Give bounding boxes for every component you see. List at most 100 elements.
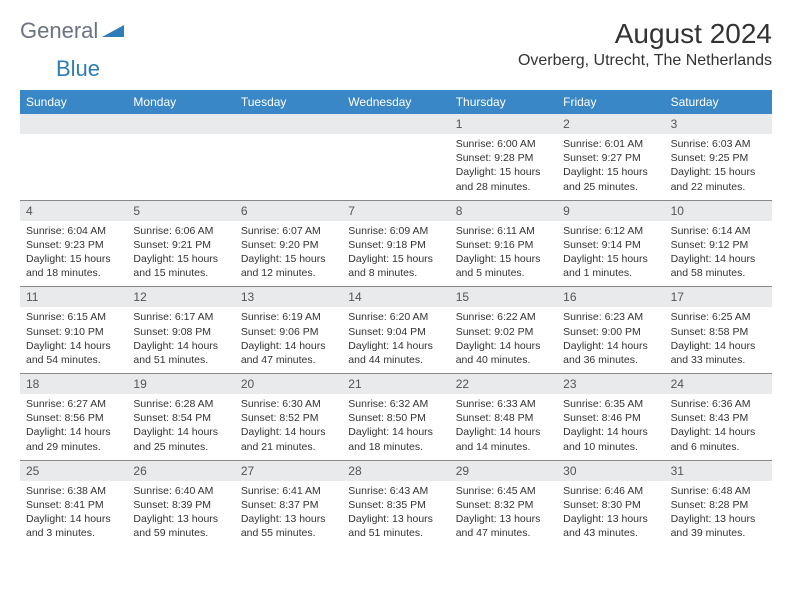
sunset-text: Sunset: 9:27 PM [563,151,658,165]
daylight-text: Daylight: 13 hours and 43 minutes. [563,512,658,540]
daylight-text: Daylight: 15 hours and 1 minutes. [563,252,658,280]
week-row: 4Sunrise: 6:04 AMSunset: 9:23 PMDaylight… [20,200,772,287]
day-details: Sunrise: 6:09 AMSunset: 9:18 PMDaylight:… [342,221,449,287]
sunset-text: Sunset: 9:16 PM [456,238,551,252]
sunset-text: Sunset: 9:10 PM [26,325,121,339]
sunrise-text: Sunrise: 6:11 AM [456,224,551,238]
daylight-text: Daylight: 13 hours and 51 minutes. [348,512,443,540]
day-number [20,114,127,134]
day-number: 18 [20,374,127,394]
day-cell: 13Sunrise: 6:19 AMSunset: 9:06 PMDayligh… [235,287,342,373]
sunset-text: Sunset: 9:08 PM [133,325,228,339]
daylight-text: Daylight: 13 hours and 39 minutes. [671,512,766,540]
sunrise-text: Sunrise: 6:28 AM [133,397,228,411]
daylight-text: Daylight: 15 hours and 15 minutes. [133,252,228,280]
daylight-text: Daylight: 14 hours and 36 minutes. [563,339,658,367]
weekday-header: Friday [557,90,664,114]
day-number: 20 [235,374,342,394]
sunrise-text: Sunrise: 6:01 AM [563,137,658,151]
daylight-text: Daylight: 15 hours and 25 minutes. [563,165,658,193]
day-details: Sunrise: 6:36 AMSunset: 8:43 PMDaylight:… [665,394,772,460]
weekday-header: Tuesday [235,90,342,114]
sunrise-text: Sunrise: 6:45 AM [456,484,551,498]
sunrise-text: Sunrise: 6:40 AM [133,484,228,498]
day-details: Sunrise: 6:14 AMSunset: 9:12 PMDaylight:… [665,221,772,287]
day-cell: 23Sunrise: 6:35 AMSunset: 8:46 PMDayligh… [557,374,664,460]
day-number: 19 [127,374,234,394]
sunset-text: Sunset: 9:00 PM [563,325,658,339]
day-number: 10 [665,201,772,221]
day-details: Sunrise: 6:25 AMSunset: 8:58 PMDaylight:… [665,307,772,373]
day-cell: 20Sunrise: 6:30 AMSunset: 8:52 PMDayligh… [235,374,342,460]
day-number: 17 [665,287,772,307]
sunrise-text: Sunrise: 6:33 AM [456,397,551,411]
day-details: Sunrise: 6:04 AMSunset: 9:23 PMDaylight:… [20,221,127,287]
day-details: Sunrise: 6:23 AMSunset: 9:00 PMDaylight:… [557,307,664,373]
day-number: 5 [127,201,234,221]
day-cell: 24Sunrise: 6:36 AMSunset: 8:43 PMDayligh… [665,374,772,460]
daylight-text: Daylight: 15 hours and 22 minutes. [671,165,766,193]
day-details: Sunrise: 6:27 AMSunset: 8:56 PMDaylight:… [20,394,127,460]
day-details: Sunrise: 6:11 AMSunset: 9:16 PMDaylight:… [450,221,557,287]
daylight-text: Daylight: 14 hours and 29 minutes. [26,425,121,453]
daylight-text: Daylight: 14 hours and 25 minutes. [133,425,228,453]
day-cell: 29Sunrise: 6:45 AMSunset: 8:32 PMDayligh… [450,461,557,547]
sunrise-text: Sunrise: 6:17 AM [133,310,228,324]
day-details: Sunrise: 6:35 AMSunset: 8:46 PMDaylight:… [557,394,664,460]
day-cell: 4Sunrise: 6:04 AMSunset: 9:23 PMDaylight… [20,201,127,287]
day-number: 31 [665,461,772,481]
day-number: 27 [235,461,342,481]
month-title: August 2024 [518,18,772,50]
sunrise-text: Sunrise: 6:03 AM [671,137,766,151]
daylight-text: Daylight: 15 hours and 8 minutes. [348,252,443,280]
day-number: 9 [557,201,664,221]
day-details: Sunrise: 6:07 AMSunset: 9:20 PMDaylight:… [235,221,342,287]
day-details: Sunrise: 6:01 AMSunset: 9:27 PMDaylight:… [557,134,664,200]
sunrise-text: Sunrise: 6:06 AM [133,224,228,238]
day-details [20,134,127,143]
day-cell: 19Sunrise: 6:28 AMSunset: 8:54 PMDayligh… [127,374,234,460]
day-cell [235,114,342,200]
day-cell: 9Sunrise: 6:12 AMSunset: 9:14 PMDaylight… [557,201,664,287]
sunset-text: Sunset: 9:06 PM [241,325,336,339]
sunrise-text: Sunrise: 6:38 AM [26,484,121,498]
day-details: Sunrise: 6:03 AMSunset: 9:25 PMDaylight:… [665,134,772,200]
sunset-text: Sunset: 8:58 PM [671,325,766,339]
day-details: Sunrise: 6:38 AMSunset: 8:41 PMDaylight:… [20,481,127,547]
day-cell [20,114,127,200]
week-row: 25Sunrise: 6:38 AMSunset: 8:41 PMDayligh… [20,460,772,547]
sunset-text: Sunset: 9:14 PM [563,238,658,252]
day-cell: 6Sunrise: 6:07 AMSunset: 9:20 PMDaylight… [235,201,342,287]
sunrise-text: Sunrise: 6:27 AM [26,397,121,411]
logo-text-general: General [20,18,98,44]
day-details: Sunrise: 6:41 AMSunset: 8:37 PMDaylight:… [235,481,342,547]
day-cell: 18Sunrise: 6:27 AMSunset: 8:56 PMDayligh… [20,374,127,460]
sunset-text: Sunset: 9:21 PM [133,238,228,252]
daylight-text: Daylight: 15 hours and 18 minutes. [26,252,121,280]
day-number: 21 [342,374,449,394]
day-details [342,134,449,143]
weekday-header: Thursday [450,90,557,114]
day-cell: 2Sunrise: 6:01 AMSunset: 9:27 PMDaylight… [557,114,664,200]
day-cell: 15Sunrise: 6:22 AMSunset: 9:02 PMDayligh… [450,287,557,373]
day-number: 16 [557,287,664,307]
day-details: Sunrise: 6:12 AMSunset: 9:14 PMDaylight:… [557,221,664,287]
day-details: Sunrise: 6:17 AMSunset: 9:08 PMDaylight:… [127,307,234,373]
day-details: Sunrise: 6:22 AMSunset: 9:02 PMDaylight:… [450,307,557,373]
sunrise-text: Sunrise: 6:00 AM [456,137,551,151]
day-cell: 28Sunrise: 6:43 AMSunset: 8:35 PMDayligh… [342,461,449,547]
daylight-text: Daylight: 14 hours and 44 minutes. [348,339,443,367]
day-cell: 3Sunrise: 6:03 AMSunset: 9:25 PMDaylight… [665,114,772,200]
day-cell: 11Sunrise: 6:15 AMSunset: 9:10 PMDayligh… [20,287,127,373]
sunrise-text: Sunrise: 6:23 AM [563,310,658,324]
day-cell: 5 Sunrise: 6:06 AMSunset: 9:21 PMDaylight… [127,201,234,287]
sunrise-text: Sunrise: 6:41 AM [241,484,336,498]
weekday-header: Monday [127,90,234,114]
sunrise-text: Sunrise: 6:46 AM [563,484,658,498]
day-number [127,114,234,134]
day-details: Sunrise: 6:46 AMSunset: 8:30 PMDaylight:… [557,481,664,547]
daylight-text: Daylight: 14 hours and 33 minutes. [671,339,766,367]
daylight-text: Daylight: 15 hours and 12 minutes. [241,252,336,280]
day-details: Sunrise: 6:45 AMSunset: 8:32 PMDaylight:… [450,481,557,547]
day-details [235,134,342,143]
